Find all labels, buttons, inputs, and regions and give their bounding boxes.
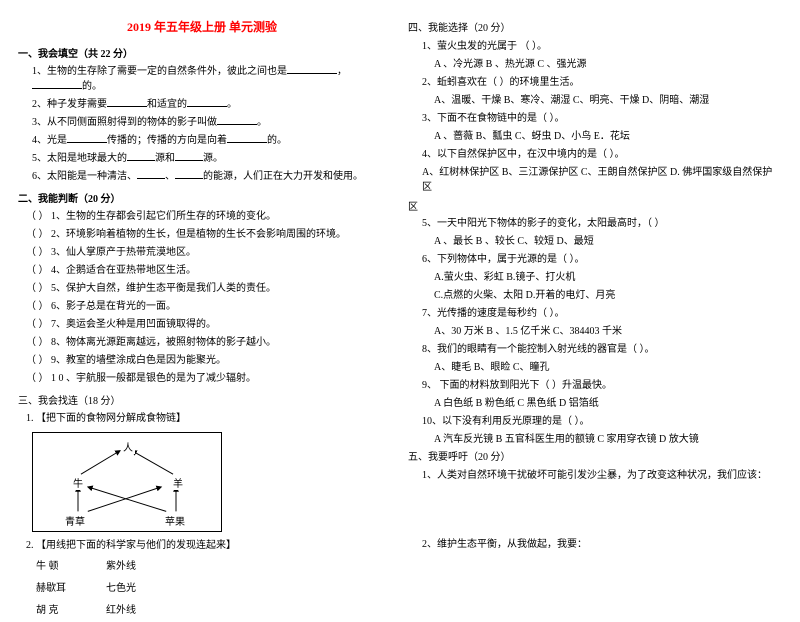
s5-q1: 1、人类对自然环境干扰破坏可能引发沙尘暴，为了改变这种状况，我们应该： — [422, 468, 782, 483]
section-4-heading: 四、我能选择（20 分） — [408, 21, 782, 36]
c-q7: 7、光传播的速度是每秒约（ ）。 — [422, 306, 782, 321]
c-q2-opts: A、温暖、干燥 B、寒冷、潮湿 C、明亮、干燥 D、阴暗、潮湿 — [434, 93, 782, 108]
c-q4-cont: 区 — [408, 198, 782, 213]
node-pingguo: 苹果 — [163, 513, 187, 528]
c-q10: 10、以下没有利用反光原理的是（ ）。 — [422, 414, 782, 429]
left-column: 2019 年五年级上册 单元测验 一、我会填空（共 22 分） 1、生物的生存除… — [0, 0, 400, 554]
node-ren: 人 — [121, 439, 135, 454]
c-q6-a: A.萤火虫、彩虹 B.镜子、打火机 — [434, 270, 782, 285]
q1-5: 5、太阳是地球最大的源和源。 — [32, 151, 386, 166]
c-q2: 2、蚯蚓喜欢在（ ）的环境里生活。 — [422, 75, 782, 90]
q1-4: 4、光是传播的；传播的方向是向着的。 — [32, 133, 386, 148]
c-q4-opts: A、红树林保护区 B、三江源保护区 C、王朗自然保护区 D. 佛坪国家级自然保护… — [422, 165, 782, 195]
match-2: 赫歇耳七色光 — [36, 578, 386, 600]
judge-1: （ ） 1、生物的生存都会引起它们所生存的环境的变化。 — [26, 209, 386, 224]
section-1-heading: 一、我会填空（共 22 分） — [18, 45, 386, 60]
judge-9: （ ） 9、教室的墙壁涂成白色是因为能聚光。 — [26, 353, 386, 368]
c-q10-opts: A 汽车反光镜 B 五官科医生用的额镜 C 家用穿衣镜 D 放大镜 — [434, 432, 782, 447]
s5-q2: 2、维护生态平衡，从我做起，我要： — [422, 537, 782, 552]
match-3: 胡 克红外线 — [36, 600, 386, 622]
c-q5: 5、一天中阳光下物体的影子的变化，太阳最高时，（ ） — [422, 216, 782, 231]
q1-1: 1、生物的生存除了需要一定的自然条件外，彼此之间也是，的。 — [32, 64, 386, 94]
c-q5-opts: A 、最长 B 、较长 C、较短 D、最短 — [434, 234, 782, 249]
section-3-heading: 三、我会找连（18 分） — [18, 392, 386, 407]
q1-3: 3、从不同侧面照射得到的物体的影子叫做。 — [32, 115, 386, 130]
node-yang: 羊 — [171, 475, 185, 490]
q1-2: 2、种子发芽需要和适宜的。 — [32, 97, 386, 112]
section-5-heading: 五、我要呼吁（20 分） — [408, 450, 782, 465]
foodweb-diagram: 人 牛 羊 青草 苹果 — [32, 432, 222, 532]
match-1: 牛 顿紫外线 — [36, 556, 386, 578]
judge-10: （ ） 1 0 、宇航服一般都是银色的是为了减少辐射。 — [26, 371, 386, 386]
c-q4: 4、以下自然保护区中，在汉中境内的是（ ）。 — [422, 147, 782, 162]
node-niu: 牛 — [71, 475, 85, 490]
c-q6-b: C.点燃的火柴、太阳 D.开着的电灯、月亮 — [434, 288, 782, 303]
c-q1-opts: A 、冷光源 B 、热光源 C 、强光源 — [434, 57, 782, 72]
c-q7-opts: A、30 万米 B 、1.5 亿千米 C、384403 千米 — [434, 324, 782, 339]
c-q9: 9、 下面的材料放到阳光下（ ）升温最快。 — [422, 378, 782, 393]
match-prompt: 2. 【用线把下面的科学家与他们的发现连起来】 — [26, 538, 386, 553]
c-q6: 6、下列物体中，属于光源的是（ ）。 — [422, 252, 782, 267]
c-q9-opts: A 白色纸 B 粉色纸 C 黑色纸 D 铝箔纸 — [434, 396, 782, 411]
judge-5: （ ） 5、保护大自然，维护生态平衡是我们人类的责任。 — [26, 281, 386, 296]
judge-3: （ ） 3、仙人掌原产于热带荒漠地区。 — [26, 245, 386, 260]
q1-6: 6、太阳能是一种清洁、、的能源，人们正在大力开发和使用。 — [32, 169, 386, 184]
judge-8: （ ） 8、物体离光源距离越远，被照射物体的影子越小。 — [26, 335, 386, 350]
exam-title: 2019 年五年级上册 单元测验 — [18, 18, 386, 35]
judge-6: （ ） 6、影子总是在背光的一面。 — [26, 299, 386, 314]
section-2-heading: 二、我能判断（20 分） — [18, 190, 386, 205]
c-q1: 1、萤火虫发的光属于 （ ）。 — [422, 39, 782, 54]
node-qingcao: 青草 — [63, 513, 87, 528]
judge-2: （ ） 2、环境影响着植物的生长，但是植物的生长不会影响周围的环境。 — [26, 227, 386, 242]
c-q8: 8、我们的眼睛有一个能控制入射光线的器官是（ ）。 — [422, 342, 782, 357]
right-column: 四、我能选择（20 分） 1、萤火虫发的光属于 （ ）。 A 、冷光源 B 、热… — [400, 0, 800, 554]
judge-4: （ ） 4、企鹅适合在亚热带地区生活。 — [26, 263, 386, 278]
c-q3: 3、下面不在食物链中的是（ ）。 — [422, 111, 782, 126]
c-q8-opts: A、睫毛 B、眼睑 C、瞳孔 — [434, 360, 782, 375]
c-q3-opts: A 、蔷薇 B、瓢虫 C、蚜虫 D、小鸟 E．花坛 — [434, 129, 782, 144]
judge-7: （ ） 7、奥运会圣火种是用凹面镜取得的。 — [26, 317, 386, 332]
foodweb-prompt: 1. 【把下面的食物网分解成食物链】 — [26, 411, 386, 426]
